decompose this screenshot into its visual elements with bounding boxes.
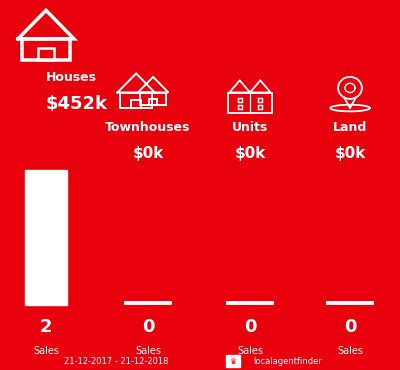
Text: Sales: Sales [33,346,59,356]
Text: localagentfinder: localagentfinder [254,357,322,366]
Text: 21-12-2017 - 21-12-2018: 21-12-2017 - 21-12-2018 [64,357,168,366]
Text: Land: Land [333,121,367,134]
Text: Sales: Sales [337,346,363,356]
Text: $0k: $0k [132,146,164,161]
Text: $0k: $0k [234,146,266,161]
Text: Sales: Sales [135,346,161,356]
Text: $0k: $0k [334,146,366,161]
Text: Townhouses: Townhouses [105,121,191,134]
Text: Sales: Sales [237,346,263,356]
Text: 2: 2 [40,319,52,336]
Text: 0: 0 [344,319,356,336]
Text: Units: Units [232,121,268,134]
Text: $452k: $452k [46,95,108,112]
Text: Houses: Houses [46,71,97,84]
Bar [25,170,67,305]
Text: ♛: ♛ [230,357,236,366]
Text: 0: 0 [244,319,256,336]
Text: 0: 0 [142,319,154,336]
Bar [226,355,240,367]
